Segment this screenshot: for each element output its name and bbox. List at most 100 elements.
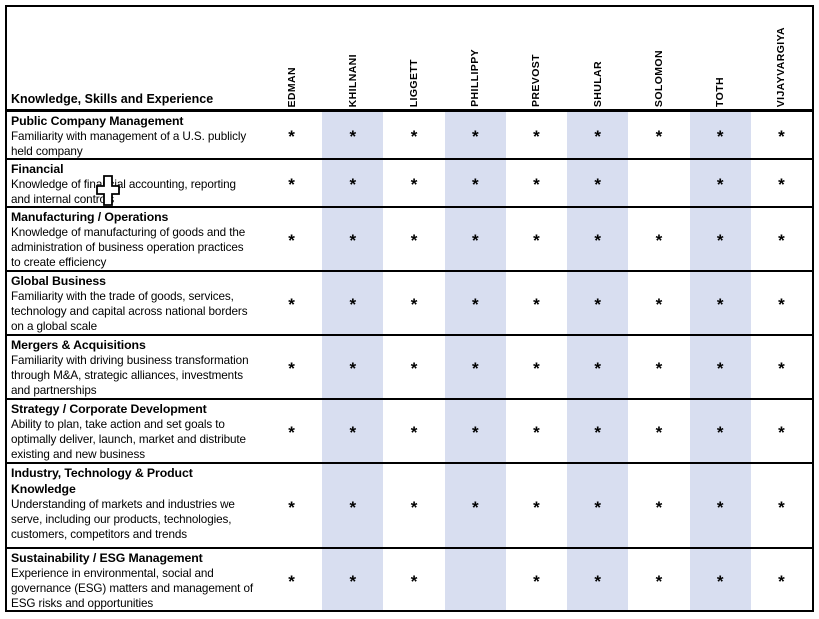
skill-cell-phillippy: * bbox=[444, 208, 506, 270]
skill-cell-prevost: * bbox=[506, 549, 567, 610]
skill-label-cell: Global Business Familiarity with the trad… bbox=[7, 272, 261, 334]
skill-description: Understanding of markets and industries … bbox=[11, 498, 235, 541]
skill-cell-vijayvargiya: * bbox=[751, 400, 812, 462]
skill-cell-liggett: * bbox=[383, 208, 444, 270]
skill-cell-solomon bbox=[628, 160, 689, 206]
skill-row-4: Global Business Familiarity with the trad… bbox=[7, 272, 812, 336]
mark-asterisk: * bbox=[349, 295, 357, 314]
mark-asterisk: * bbox=[349, 571, 357, 591]
skill-cell-phillippy: * bbox=[444, 112, 506, 158]
column-header-label: LIGGETT bbox=[408, 58, 421, 107]
skill-cell-khilnani: * bbox=[322, 272, 384, 334]
skill-description: Knowledge of manufacturing of goods and … bbox=[11, 226, 246, 269]
skill-cell-phillippy bbox=[444, 549, 506, 610]
skill-cell-shular: * bbox=[567, 549, 629, 610]
skill-description: Knowledge of financial accounting, repor… bbox=[11, 178, 236, 206]
column-header-edman: EDMAN bbox=[261, 7, 323, 109]
column-header-label: SOLOMON bbox=[652, 49, 665, 107]
skill-cell-liggett: * bbox=[383, 400, 444, 462]
skill-label-cell: Public Company Management Familiarity wit… bbox=[7, 112, 261, 158]
column-header-solomon: SOLOMON bbox=[628, 7, 690, 109]
skill-cell-liggett: * bbox=[383, 549, 444, 610]
skill-cell-solomon: * bbox=[628, 464, 689, 547]
skill-cell-shular: * bbox=[567, 464, 629, 547]
skill-label-cell: Strategy / Corporate Development Ability … bbox=[7, 400, 261, 462]
skill-cell-prevost: * bbox=[506, 336, 567, 398]
mark-asterisk: * bbox=[655, 497, 663, 517]
skill-cell-toth: * bbox=[689, 272, 751, 334]
column-header-liggett: LIGGETT bbox=[383, 7, 445, 109]
mark-asterisk: * bbox=[533, 423, 540, 442]
skill-description: Experience in environmental, social and … bbox=[11, 567, 254, 610]
mark-asterisk: * bbox=[655, 295, 663, 314]
skill-cell-solomon: * bbox=[628, 272, 689, 334]
mark-asterisk: * bbox=[471, 127, 479, 146]
mark-asterisk: * bbox=[533, 231, 540, 250]
skill-title: Manufacturing / Operations bbox=[11, 210, 169, 224]
mark-asterisk: * bbox=[778, 127, 785, 146]
skill-cell-khilnani: * bbox=[322, 112, 384, 158]
skill-cell-vijayvargiya: * bbox=[751, 160, 812, 206]
mark-asterisk: * bbox=[594, 571, 602, 591]
skill-cell-phillippy: * bbox=[444, 336, 506, 398]
skill-cell-vijayvargiya: * bbox=[751, 336, 812, 398]
skill-row-6: Strategy / Corporate Development Ability … bbox=[7, 400, 812, 464]
column-header-label: KHILNANI bbox=[346, 53, 359, 107]
column-header-khilnani: KHILNANI bbox=[322, 7, 384, 109]
skill-cell-vijayvargiya: * bbox=[751, 208, 812, 270]
skill-description: Ability to plan, take action and set goa… bbox=[11, 418, 246, 461]
skill-cell-shular: * bbox=[567, 336, 629, 398]
skill-cell-prevost: * bbox=[506, 208, 567, 270]
mark-asterisk: * bbox=[471, 497, 479, 517]
skill-cell-liggett: * bbox=[383, 464, 444, 547]
skill-cell-edman: * bbox=[261, 112, 322, 158]
mark-asterisk: * bbox=[533, 497, 540, 517]
skill-cell-solomon: * bbox=[628, 112, 689, 158]
mark-asterisk: * bbox=[716, 423, 724, 442]
skill-cell-edman: * bbox=[261, 272, 322, 334]
skill-cell-khilnani: * bbox=[322, 208, 384, 270]
column-header-label: EDMAN bbox=[285, 66, 298, 108]
column-header-label: SHULAR bbox=[591, 60, 604, 107]
skill-cell-toth: * bbox=[689, 160, 751, 206]
mark-asterisk: * bbox=[471, 295, 479, 314]
skill-row-2: Financial Knowledge of financial accounti… bbox=[7, 160, 812, 208]
column-header-vijayvargiya: VIJAYVARGIYA bbox=[750, 7, 812, 109]
mark-asterisk: * bbox=[716, 497, 724, 517]
mark-asterisk: * bbox=[288, 423, 295, 442]
skill-cell-khilnani: * bbox=[322, 160, 384, 206]
mark-asterisk: * bbox=[410, 295, 418, 314]
mark-asterisk: * bbox=[655, 571, 663, 591]
mark-asterisk: * bbox=[288, 231, 295, 250]
skill-title: Industry, Technology & Product Knowledge bbox=[11, 466, 193, 496]
skill-cell-edman: * bbox=[261, 549, 322, 610]
skill-cell-phillippy: * bbox=[444, 400, 506, 462]
mark-asterisk: * bbox=[288, 359, 295, 378]
column-header-label: PHILLIPPY bbox=[469, 49, 482, 107]
mark-asterisk: * bbox=[716, 175, 724, 194]
skill-cell-vijayvargiya: * bbox=[751, 112, 812, 158]
mark-asterisk: * bbox=[655, 231, 663, 250]
skill-cell-shular: * bbox=[567, 112, 629, 158]
mark-asterisk: * bbox=[349, 231, 357, 250]
skill-cell-solomon: * bbox=[628, 549, 689, 610]
mark-asterisk: * bbox=[594, 295, 602, 314]
skill-title: Mergers & Acquisitions bbox=[11, 338, 146, 352]
skill-cell-edman: * bbox=[261, 400, 322, 462]
skill-cell-toth: * bbox=[689, 464, 751, 547]
skill-row-3: Manufacturing / Operations Knowledge of m… bbox=[7, 208, 812, 272]
mark-asterisk: * bbox=[778, 295, 785, 314]
mark-asterisk: * bbox=[471, 359, 479, 378]
skill-description: Familiarity with driving business transf… bbox=[11, 354, 249, 397]
mark-asterisk: * bbox=[655, 127, 663, 146]
skill-label-cell: Mergers & Acquisitions Familiarity with d… bbox=[7, 336, 261, 398]
skill-title: Strategy / Corporate Development bbox=[11, 402, 207, 416]
skill-cell-solomon: * bbox=[628, 400, 689, 462]
mark-asterisk: * bbox=[288, 497, 295, 517]
mark-asterisk: * bbox=[655, 359, 663, 378]
skill-description: Familiarity with the trade of goods, ser… bbox=[11, 290, 248, 333]
mark-asterisk: * bbox=[349, 175, 357, 194]
skill-cell-prevost: * bbox=[506, 160, 567, 206]
mark-asterisk: * bbox=[594, 127, 602, 146]
column-header-label: VIJAYVARGIYA bbox=[775, 26, 788, 107]
